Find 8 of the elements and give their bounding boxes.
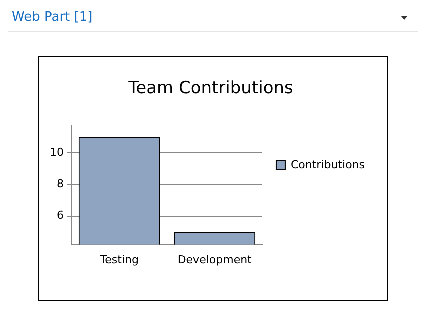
x-tick-label: Testing — [99, 253, 139, 266]
x-tick-label: Development — [178, 253, 253, 266]
chart-title: Team Contributions — [128, 78, 294, 99]
text: Web Part [1] — [12, 10, 93, 25]
y-tick-label: 8 — [56, 178, 64, 191]
legend-label: Contributions — [290, 158, 366, 172]
y-tick-label: 10 — [50, 146, 64, 159]
y-tick-label: 6 — [56, 209, 64, 222]
